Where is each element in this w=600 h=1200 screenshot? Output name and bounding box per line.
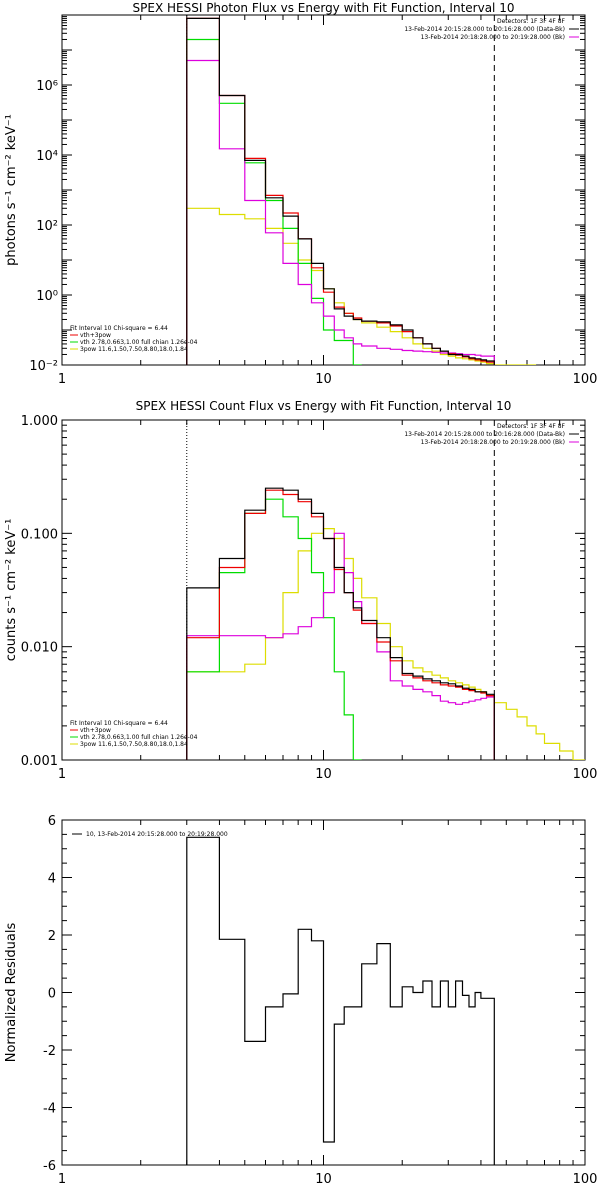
x-tick-label: 1 xyxy=(58,767,66,782)
legend-entry: 10, 13-Feb-2014 20:15:28.000 to 20:19:28… xyxy=(86,831,228,838)
y-tick-label: 4 xyxy=(48,872,56,887)
legend-entry: vth 2.78,0.663,1.00 full chian 1.26e-04 xyxy=(80,734,198,741)
y-axis-label: counts s⁻¹ cm⁻² keV⁻¹ xyxy=(4,519,19,662)
y-tick-label: 0.100 xyxy=(21,527,58,542)
y-tick-label: -4 xyxy=(43,1102,56,1117)
legend-entry: Fit Interval 10 Chi-square = 6.44 xyxy=(70,720,168,727)
legend-entry: 13-Feb-2014 20:18:28.000 to 20:19:28.000… xyxy=(421,34,565,41)
series-total-line xyxy=(186,487,495,760)
legend-entry: Fit Interval 10 Chi-square = 6.44 xyxy=(70,325,168,332)
y-tick-label: 10⁶ xyxy=(36,79,58,94)
legend-entry: vth 2.78,0.663,1.00 full chian 1.26e-04 xyxy=(80,339,198,346)
y-tick-label: 2 xyxy=(48,929,56,944)
y-tick-label: -2 xyxy=(43,1044,56,1059)
series-bk-line xyxy=(186,532,495,760)
series-bk-line xyxy=(186,59,495,365)
legend-entry: 3pow 11.6,1.50,7.50,8.80,18.0,1.84 xyxy=(80,346,188,353)
series-vth-line xyxy=(186,38,362,365)
legend-entry: 3pow 11.6,1.50,7.50,8.80,18.0,1.84 xyxy=(80,741,188,748)
series-sum-line xyxy=(186,17,495,365)
series-vth-line xyxy=(186,498,362,760)
legend-entry: 13-Feb-2014 20:15:28.000 to 20:16:28.000… xyxy=(404,26,565,33)
x-tick-label: 100 xyxy=(573,767,598,782)
x-tick-label: 1 xyxy=(58,1172,66,1187)
chart-title: SPEX HESSI Photon Flux vs Energy with Fi… xyxy=(133,1,515,15)
y-tick-label: 6 xyxy=(48,814,56,829)
series-sum-line xyxy=(186,489,495,760)
legend-entry: vth+3pow xyxy=(80,727,111,734)
x-tick-label: 10 xyxy=(315,1172,332,1187)
y-tick-label: 0.001 xyxy=(21,754,58,769)
legend-entry: vth+3pow xyxy=(80,332,111,339)
y-tick-label: 10⁻² xyxy=(29,359,58,374)
y-axis-label: Normalized Residuals xyxy=(4,923,19,1063)
y-tick-label: 0.010 xyxy=(21,641,58,656)
x-tick-label: 100 xyxy=(573,372,598,387)
y-tick-label: 0 xyxy=(48,987,56,1002)
y-axis-label: photons s⁻¹ cm⁻² keV⁻¹ xyxy=(4,114,19,266)
y-tick-label: 10⁴ xyxy=(36,149,58,164)
chart-title: SPEX HESSI Count Flux vs Energy with Fit… xyxy=(136,399,512,413)
series-pow-line xyxy=(186,207,537,365)
y-tick-label: -6 xyxy=(43,1159,56,1174)
series-total-line xyxy=(186,17,495,365)
x-tick-label: 1 xyxy=(58,372,66,387)
x-tick-label: 10 xyxy=(315,372,332,387)
x-tick-label: 10 xyxy=(315,767,332,782)
series-resid-line xyxy=(186,836,495,1165)
x-tick-label: 100 xyxy=(573,1172,598,1187)
series-pow-line xyxy=(186,528,585,760)
legend-entry: Detectors: 1F 3F 4F 8F xyxy=(497,423,566,430)
y-tick-label: 10² xyxy=(36,219,58,234)
legend-entry: Detectors: 1F 3F 4F 8F xyxy=(497,18,566,25)
legend-entry: 13-Feb-2014 20:18:28.000 to 20:19:28.000… xyxy=(421,439,565,446)
y-tick-label: 1.000 xyxy=(21,414,58,429)
y-tick-label: 10⁰ xyxy=(36,289,58,304)
legend-entry: 13-Feb-2014 20:15:28.000 to 20:16:28.000… xyxy=(404,431,565,438)
